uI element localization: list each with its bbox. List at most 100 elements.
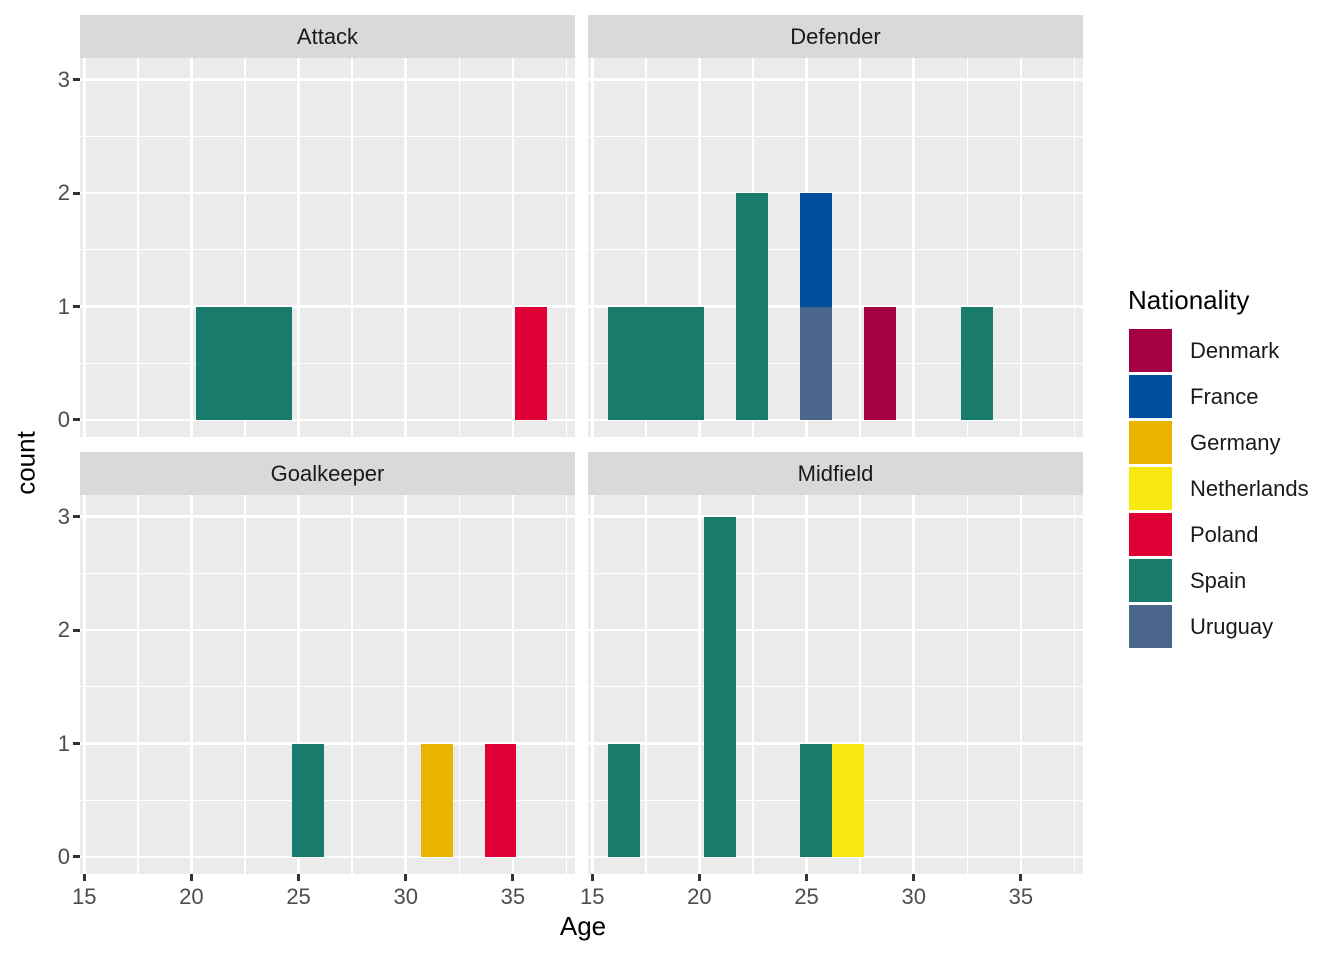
gridline-minor-x	[137, 495, 139, 874]
gridline-major-x	[190, 495, 193, 874]
bar-segment-spain	[608, 306, 705, 420]
y-tick-label: 0	[57, 406, 70, 432]
gridline-minor-x	[859, 495, 861, 874]
gridline-major-y	[80, 628, 575, 632]
gridline-minor-y	[80, 799, 575, 801]
bar-segment-france	[799, 193, 832, 307]
gridline-major-x	[404, 495, 407, 874]
bar-segment-denmark	[863, 306, 896, 420]
x-tick-mark	[697, 874, 701, 881]
gridline-major-x	[912, 58, 915, 437]
bar-segment-netherlands	[831, 743, 864, 857]
gridline-major-x	[82, 495, 86, 874]
gridline-minor-x	[966, 495, 968, 874]
gridline-major-y	[588, 855, 1083, 859]
x-tick-label: 15	[72, 884, 97, 909]
bar-segment-spain	[608, 743, 641, 857]
gridline-minor-y	[80, 135, 575, 137]
gridline-minor-x	[966, 58, 968, 437]
legend-key-france	[1129, 375, 1172, 418]
gridline-major-x	[1019, 495, 1023, 874]
facet-strip-label-goalkeeper: Goalkeeper	[270, 460, 385, 486]
x-tick-label: 35	[500, 884, 526, 909]
gridline-minor-y	[80, 572, 575, 574]
gridline-major-x	[297, 495, 300, 874]
gridline-major-x	[404, 58, 407, 437]
facet-panel-defender	[588, 58, 1083, 437]
y-tick-mark	[73, 305, 80, 308]
gridline-major-y	[588, 515, 1083, 518]
bar-segment-poland	[484, 743, 517, 857]
y-tick-mark	[73, 418, 80, 422]
x-tick-mark	[511, 874, 515, 881]
bar-segment-spain	[960, 306, 993, 420]
gridline-major-x	[297, 58, 300, 437]
gridline-major-y	[588, 418, 1083, 422]
facet-strip-midfield: Midfield	[588, 452, 1083, 495]
x-tick-mark	[912, 874, 916, 881]
legend-key-poland	[1129, 513, 1172, 556]
gridline-major-y	[80, 515, 575, 518]
gridline-major-y	[588, 628, 1083, 632]
gridline-minor-y	[588, 135, 1083, 137]
facet-panel-midfield	[588, 495, 1083, 874]
legend-title: Nationality	[1128, 285, 1250, 315]
legend-label-netherlands: Netherlands	[1190, 476, 1309, 501]
y-tick-mark	[73, 191, 80, 195]
facet-strip-label-attack: Attack	[296, 23, 359, 49]
gridline-minor-x	[458, 495, 460, 874]
gridline-major-y	[80, 418, 575, 422]
gridline-minor-x	[565, 58, 568, 437]
legend-label-germany: Germany	[1190, 430, 1281, 455]
gridline-major-y	[80, 855, 575, 859]
gridline-major-x	[511, 495, 515, 874]
facet-panel-goalkeeper	[80, 495, 575, 874]
x-tick-label: 30	[901, 884, 926, 909]
legend-key-spain	[1129, 559, 1172, 602]
legend-key-denmark	[1129, 329, 1172, 372]
gridline-minor-x	[351, 495, 353, 874]
gridline-minor-y	[80, 362, 575, 364]
legend-label-poland: Poland	[1190, 522, 1259, 547]
x-tick-label: 35	[1008, 884, 1034, 909]
gridline-minor-x	[458, 58, 460, 437]
gridline-major-x	[698, 495, 701, 874]
gridline-minor-x	[859, 58, 861, 437]
bar-segment-uruguay	[799, 306, 832, 420]
facet-strip-goalkeeper: Goalkeeper	[80, 452, 575, 495]
gridline-minor-y	[80, 686, 575, 688]
x-tick-label: 15	[580, 884, 605, 909]
gridline-major-y	[80, 305, 575, 308]
y-tick-label: 2	[57, 617, 70, 643]
gridline-major-x	[511, 58, 515, 437]
gridline-minor-y	[588, 362, 1083, 364]
facet-strip-attack: Attack	[80, 15, 575, 58]
gridline-minor-x	[1073, 58, 1076, 437]
gridline-minor-x	[244, 495, 246, 874]
gridline-major-y	[588, 78, 1083, 81]
y-tick-mark	[73, 855, 80, 859]
legend-key-netherlands	[1129, 467, 1172, 510]
x-tick-label: 25	[286, 884, 311, 909]
facet-strip-defender: Defender	[588, 15, 1083, 58]
gridline-major-y	[588, 305, 1083, 308]
x-tick-mark	[404, 874, 408, 881]
bar-segment-spain	[704, 516, 737, 857]
facet-strip-label-midfield: Midfield	[797, 460, 874, 486]
y-tick-mark	[73, 742, 80, 745]
bar-segment-spain	[291, 743, 324, 857]
gridline-minor-x	[645, 495, 647, 874]
gridline-minor-x	[244, 58, 246, 437]
gridline-minor-y	[588, 686, 1083, 688]
facet-panel-attack	[80, 58, 575, 437]
y-axis-title: count	[10, 431, 41, 495]
x-tick-label: 30	[393, 884, 418, 909]
legend-label-denmark: Denmark	[1190, 338, 1280, 363]
bar-segment-spain	[736, 193, 768, 420]
legend-key-germany	[1129, 421, 1172, 464]
legend-key-uruguay	[1129, 605, 1172, 648]
bar-segment-spain	[196, 306, 292, 420]
y-tick-mark	[73, 515, 80, 519]
x-tick-label: 20	[687, 884, 712, 909]
